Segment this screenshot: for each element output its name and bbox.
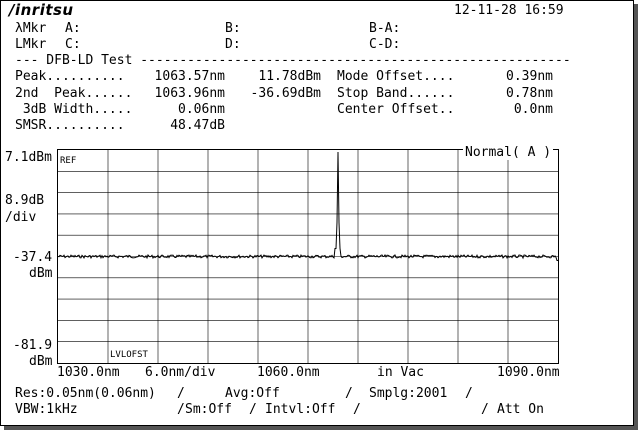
scale-unit: /div xyxy=(5,210,37,225)
y-axis-bottom-label: -81.9 xyxy=(13,338,53,353)
marker-b: B: xyxy=(225,21,241,36)
smsr-label: SMSR.......... xyxy=(15,118,125,133)
scale-value: 8.9dB xyxy=(5,193,45,208)
vbw-setting: VBW:1kHz xyxy=(15,402,78,417)
separator: / xyxy=(481,402,489,417)
separator: / xyxy=(177,386,185,401)
level-marker-label: LMkr xyxy=(15,37,47,52)
resolution-setting: Res:0.05nm(0.06nm) xyxy=(15,386,156,401)
x-axis-start: 1030.0nm xyxy=(57,365,120,380)
marker-d: D: xyxy=(225,37,241,52)
display-mode: Normal( A ) xyxy=(463,145,554,160)
y-axis-bottom-unit: dBm xyxy=(29,354,53,369)
spectrum-plot[interactable]: REF LVLOFST xyxy=(57,149,559,364)
x-axis-per-div: 6.0nm/div xyxy=(145,365,216,380)
peak-label: Peak.......... xyxy=(15,69,125,84)
y-axis-mid-label: -37.4 xyxy=(13,250,53,265)
x-axis-stop: 1090.0nm xyxy=(497,365,560,380)
y-axis-top-label: 7.1dBm xyxy=(5,150,52,165)
sampling-setting: Smplg:2001 xyxy=(369,386,448,401)
marker-b-minus-a: B-A: xyxy=(369,21,401,36)
second-peak-label: 2nd Peak...... xyxy=(15,86,133,101)
separator: / xyxy=(345,386,353,401)
spectrum-trace xyxy=(58,151,558,261)
second-peak-level: -36.69dBm xyxy=(250,86,321,101)
separator: / xyxy=(177,402,185,417)
osa-screen: /inritsu 12-11-28 16:59 λMkr A: B: B-A: … xyxy=(0,0,634,426)
center-offset-value: 0.0nm xyxy=(513,102,553,117)
level-offset-indicator: LVLOFST xyxy=(110,350,148,360)
stop-band-label: Stop Band...... xyxy=(337,86,455,101)
stop-band-value: 0.78nm xyxy=(506,86,553,101)
x-axis-center: 1060.0nm xyxy=(257,365,320,380)
width-3db-value: 0.06nm xyxy=(178,102,225,117)
separator: / xyxy=(465,386,473,401)
attenuator-setting: Att On xyxy=(497,402,544,417)
mode-offset-label: Mode Offset.... xyxy=(337,69,455,84)
center-offset-label: Center Offset.. xyxy=(337,102,455,117)
ref-marker: REF xyxy=(60,156,77,166)
spectrum-svg xyxy=(58,150,558,363)
marker-c: C: xyxy=(65,37,81,52)
interval-setting: Intvl:Off xyxy=(265,402,336,417)
brand-logo: /inritsu xyxy=(9,1,74,19)
wavelength-marker-label: λMkr xyxy=(15,21,47,36)
average-setting: Avg:Off xyxy=(225,386,280,401)
mode-offset-value: 0.39nm xyxy=(506,69,553,84)
width-3db-label: 3dB Width..... xyxy=(15,102,133,117)
marker-c-minus-d: C-D: xyxy=(369,37,401,52)
smoothing-setting: Sm:Off xyxy=(185,402,232,417)
datetime: 12-11-28 16:59 xyxy=(454,3,564,18)
medium-indicator: in Vac xyxy=(377,365,424,380)
smsr-value: 48.47dB xyxy=(170,118,225,133)
peak-wavelength: 1063.57nm xyxy=(154,69,225,84)
separator: / xyxy=(353,402,361,417)
test-title: --- DFB-LD Test ------------------------… xyxy=(15,53,571,68)
separator: / xyxy=(249,402,257,417)
second-peak-wavelength: 1063.96nm xyxy=(154,86,225,101)
peak-level: 11.78dBm xyxy=(258,69,321,84)
marker-a: A: xyxy=(65,21,81,36)
y-axis-mid-unit: dBm xyxy=(29,266,53,281)
